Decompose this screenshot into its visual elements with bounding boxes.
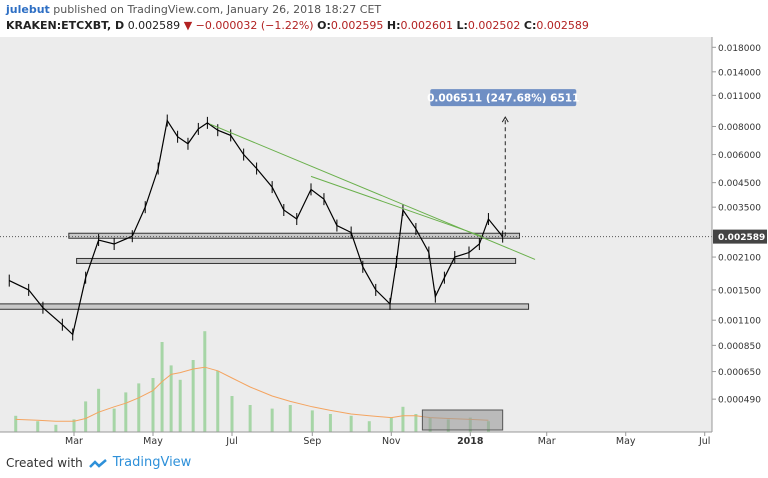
x-tick-label: May	[143, 436, 163, 447]
volume-bar	[230, 396, 234, 432]
y-tick-label: 0.004500	[718, 179, 761, 189]
close-label: C:	[523, 19, 537, 32]
volume-bar	[178, 379, 182, 432]
y-tick-label: 0.008000	[718, 123, 761, 133]
author-name[interactable]: julebut	[6, 3, 50, 16]
x-tick-label: Jul	[698, 436, 710, 447]
x-tick-label: Sep	[303, 436, 321, 447]
current-price-tag	[713, 229, 767, 244]
y-tick-label: 0.006000	[718, 151, 761, 161]
volume-bar	[54, 424, 58, 432]
support-zone-2[interactable]	[76, 257, 517, 264]
tradingview-logo-icon[interactable]	[88, 458, 107, 468]
publication-header: julebut published on TradingView.com, Ja…	[6, 3, 381, 16]
x-tick-label: Mar	[538, 436, 556, 447]
volume-bar	[203, 331, 207, 432]
y-tick-label: 0.003500	[718, 204, 761, 214]
volume-bar	[169, 365, 173, 432]
footer: Created with TradingView	[6, 455, 191, 470]
open-value: 0.002595	[330, 19, 384, 32]
y-tick-label: 0.001100	[718, 317, 761, 327]
volume-bar	[137, 383, 141, 432]
projection-label[interactable]: 0.006511 (247.68%) 6511	[427, 93, 579, 105]
support-zone-1[interactable]	[68, 232, 521, 239]
volume-bar	[72, 419, 76, 432]
projection-label-box[interactable]	[430, 89, 577, 107]
volume-bar	[14, 415, 18, 432]
volume-bar	[248, 405, 252, 432]
volume-highlight-box	[421, 409, 504, 431]
price-chart[interactable]: 0.006511 (247.68%) 6511 0.018000 0.014000…	[0, 37, 768, 450]
volume-bar	[191, 360, 195, 432]
volume-bar	[36, 421, 40, 432]
volume-bar	[84, 401, 88, 432]
created-with-label: Created with	[6, 455, 83, 470]
volume-bar	[288, 405, 292, 432]
trendline-2[interactable]	[310, 175, 483, 237]
y-tick-label: 0.002589	[718, 233, 765, 243]
support-zone-3[interactable]	[0, 303, 530, 310]
projection-arrow-head-icon	[501, 116, 509, 123]
volume-bar	[160, 342, 164, 432]
y-tick-label: 0.000850	[718, 342, 761, 352]
low-label: L:	[456, 19, 468, 32]
volume-bar	[151, 378, 155, 432]
x-tick-label: 2018	[457, 436, 484, 447]
volume-bar	[349, 415, 353, 432]
last-price: 0.002589	[127, 19, 181, 32]
volume-bar	[389, 417, 393, 432]
publication-info: published on TradingView.com, January 26…	[53, 3, 382, 16]
low-value: 0.002502	[467, 19, 521, 32]
volume-bar	[124, 392, 128, 432]
volume-ma-line	[15, 366, 489, 422]
volume-bar	[97, 388, 101, 432]
open-label: O:	[317, 19, 331, 32]
volume-bar	[401, 406, 405, 432]
volume-bar	[367, 421, 371, 432]
volume-bar	[270, 408, 274, 432]
x-tick-label: May	[616, 436, 636, 447]
x-tick-label: Nov	[382, 436, 401, 447]
volume-bar	[414, 414, 418, 432]
x-tick-label: Mar	[65, 436, 83, 447]
volume-bar	[310, 410, 314, 432]
x-tick-label: Jul	[225, 436, 237, 447]
y-tick-label: 0.002100	[718, 254, 761, 264]
volume-bar	[328, 414, 332, 432]
y-tick-label: 0.000650	[718, 368, 761, 378]
y-tick-label: 0.011000	[718, 92, 761, 102]
high-label: H:	[386, 19, 401, 32]
y-tick-label: 0.000490	[718, 396, 761, 406]
y-tick-label: 0.018000	[718, 44, 761, 54]
symbol-ohlc-line: KRAKEN:ETCXBT, D 0.002589 ▼ −0.000032 (−…	[6, 19, 589, 32]
volume-bar	[112, 408, 116, 432]
symbol-name: KRAKEN:ETCXBT, D	[6, 19, 125, 32]
close-value: 0.002589	[536, 19, 589, 32]
y-tick-label: 0.014000	[718, 68, 761, 78]
volume-bar	[216, 370, 220, 432]
high-value: 0.002601	[400, 19, 453, 32]
price-change: −0.000032 (−1.22%)	[195, 19, 314, 32]
down-arrow-icon: ▼	[183, 19, 193, 32]
y-tick-label: 0.001500	[718, 286, 761, 296]
tradingview-brand[interactable]: TradingView	[112, 455, 192, 470]
